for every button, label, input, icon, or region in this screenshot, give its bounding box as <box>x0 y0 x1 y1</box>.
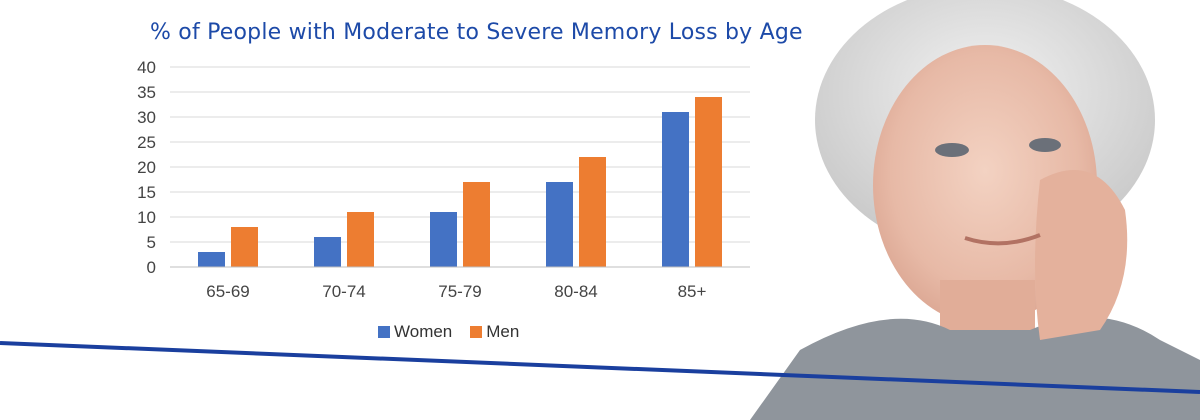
y-tick-label: 5 <box>147 233 156 252</box>
legend-swatch-women <box>378 326 390 338</box>
bar-women-65-69 <box>198 252 225 267</box>
chart-title: % of People with Moderate to Severe Memo… <box>150 20 803 45</box>
legend-swatch-men <box>470 326 483 338</box>
x-tick-label: 80-84 <box>554 282 597 301</box>
bar-women-80-84 <box>546 182 573 267</box>
x-tick-label: 75-79 <box>438 282 481 301</box>
bar-men-70-74 <box>347 212 374 267</box>
bar-women-85+ <box>662 112 689 267</box>
bar-women-75-79 <box>430 212 457 267</box>
legend-label-women: Women <box>394 322 453 341</box>
x-tick-label: 85+ <box>678 282 707 301</box>
y-tick-label: 35 <box>137 83 156 102</box>
bar-men-75-79 <box>463 182 490 267</box>
hand <box>1035 170 1128 340</box>
y-tick-label: 10 <box>137 208 156 227</box>
bar-men-85+ <box>695 97 722 267</box>
y-tick-label: 25 <box>137 133 156 152</box>
accent-stripe <box>0 341 1200 394</box>
y-tick-label: 20 <box>137 158 156 177</box>
legend-item-men: Men <box>470 322 519 342</box>
y-tick-label: 40 <box>137 58 156 77</box>
legend-label-men: Men <box>486 322 520 341</box>
mouth <box>964 233 1041 246</box>
bar-men-80-84 <box>579 157 606 267</box>
y-tick-label: 15 <box>137 183 156 202</box>
left-eye <box>935 143 969 157</box>
bar-chart: 0 5 10 15 20 25 30 35 40 65-69 70-74 75-79 80-84 85+ <box>137 58 750 301</box>
right-eye <box>1029 138 1061 152</box>
x-tick-label: 65-69 <box>206 282 249 301</box>
bar-men-65-69 <box>231 227 258 267</box>
x-tick-label: 70-74 <box>322 282 365 301</box>
sweater <box>750 317 1200 420</box>
legend-item-women: Women <box>378 322 452 342</box>
y-tick-label: 30 <box>137 108 156 127</box>
y-tick-label: 0 <box>147 258 156 277</box>
portrait-photo-icon <box>750 0 1200 420</box>
bar-women-70-74 <box>314 237 341 267</box>
chart-legend: Women Men <box>378 322 519 342</box>
